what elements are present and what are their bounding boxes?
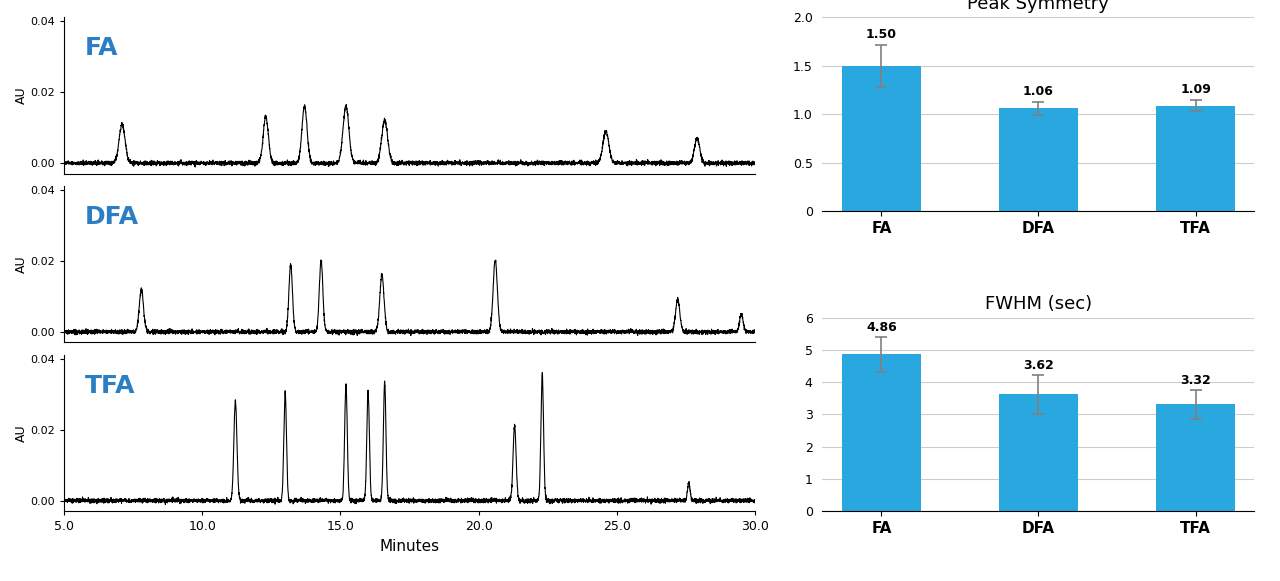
Bar (1000, 109, 1078, 211)
Bar (842, 354, 920, 511)
Bar (1156, 404, 1235, 511)
Title: FWHM (sec): FWHM (sec) (984, 295, 1092, 313)
Text: 3.32: 3.32 (1180, 374, 1211, 387)
Text: FA: FA (84, 36, 118, 60)
X-axis label: Minutes: Minutes (379, 539, 439, 554)
Bar (1000, 394, 1078, 511)
Text: 1.06: 1.06 (1023, 85, 1053, 98)
Text: 3.62: 3.62 (1023, 360, 1053, 372)
Text: 1.50: 1.50 (865, 28, 897, 41)
Y-axis label: AU: AU (14, 424, 27, 442)
Bar (1156, 106, 1235, 211)
Text: 4.86: 4.86 (867, 321, 897, 334)
Title: Peak Symmetry: Peak Symmetry (968, 0, 1110, 13)
Y-axis label: AU: AU (14, 256, 27, 273)
Text: 1.09: 1.09 (1180, 83, 1211, 96)
Text: DFA: DFA (84, 205, 138, 229)
Bar (842, 66, 920, 211)
Y-axis label: AU: AU (14, 87, 27, 105)
Text: TFA: TFA (84, 374, 136, 398)
